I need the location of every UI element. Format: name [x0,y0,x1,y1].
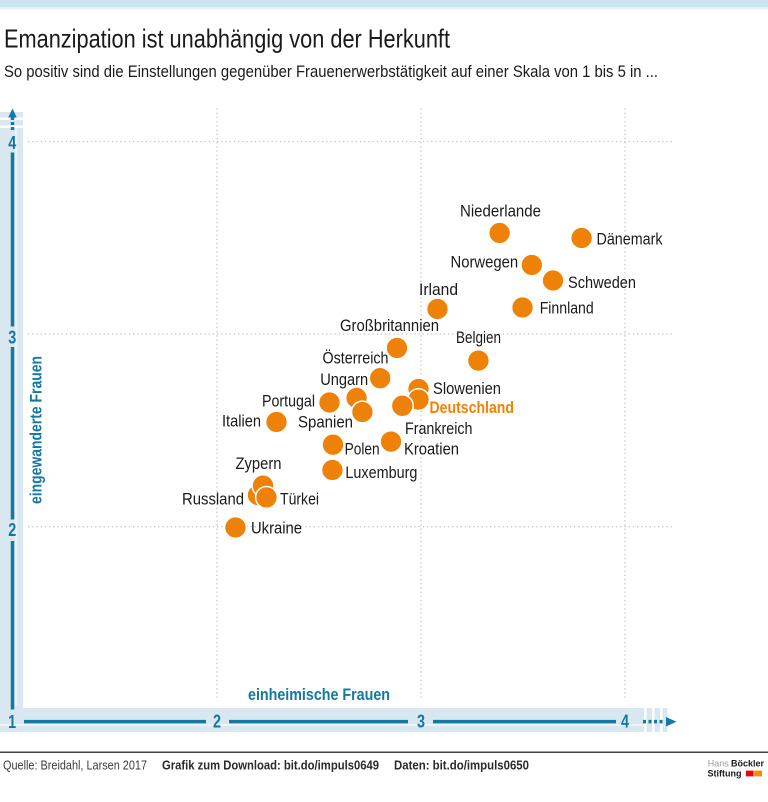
svg-text:Italien: Italien [222,412,261,431]
svg-text:Luxemburg: Luxemburg [345,463,417,482]
svg-text:Schweden: Schweden [568,273,636,292]
svg-text:3: 3 [8,327,16,347]
svg-text:3: 3 [417,711,425,731]
svg-text:Österreich: Österreich [323,349,389,368]
svg-text:Slowenien: Slowenien [433,379,501,398]
svg-text:Russland: Russland [182,490,244,509]
svg-text:Portugal: Portugal [262,392,315,411]
svg-text:Grafik zum Download: bit.do/im: Grafik zum Download: bit.do/impuls0649 [162,759,379,773]
svg-text:2: 2 [8,520,16,540]
svg-text:eingewanderte Frauen: eingewanderte Frauen [27,356,46,504]
svg-text:Großbritannien: Großbritannien [340,316,439,335]
svg-text:Böckler: Böckler [731,759,765,769]
svg-text:Daten: bit.do/impuls0650: Daten: bit.do/impuls0650 [394,759,529,773]
svg-text:Niederlande: Niederlande [460,202,541,221]
svg-text:4: 4 [8,133,16,153]
svg-text:Frankreich: Frankreich [405,419,473,438]
svg-text:Quelle: Breidahl, Larsen 2017: Quelle: Breidahl, Larsen 2017 [3,759,147,773]
svg-text:Kroatien: Kroatien [404,439,459,458]
svg-text:1: 1 [8,712,16,732]
svg-text:Ungarn: Ungarn [320,370,368,389]
svg-text:Finnland: Finnland [540,298,594,317]
svg-text:Stiftung: Stiftung [708,768,742,778]
svg-text:Spanien: Spanien [298,413,353,432]
svg-text:So positiv sind die Einstellun: So positiv sind die Einstellungen gegenü… [4,62,658,81]
svg-text:Zypern: Zypern [236,454,282,473]
svg-text:Deutschland: Deutschland [430,398,515,417]
svg-text:4: 4 [621,711,629,731]
svg-text:Belgien: Belgien [456,328,501,347]
svg-text:Polen: Polen [345,439,380,458]
svg-text:Dänemark: Dänemark [597,230,663,249]
svg-text:Irland: Irland [419,280,458,299]
svg-text:2: 2 [213,711,221,731]
svg-text:Ukraine: Ukraine [251,518,302,537]
svg-text:einheimische Frauen: einheimische Frauen [248,685,390,704]
svg-text:Norwegen: Norwegen [451,253,519,272]
svg-text:Türkei: Türkei [280,490,319,509]
svg-text:Emanzipation ist unabhängig vo: Emanzipation ist unabhängig von der Herk… [4,24,451,54]
svg-text:Hans: Hans [708,759,730,769]
